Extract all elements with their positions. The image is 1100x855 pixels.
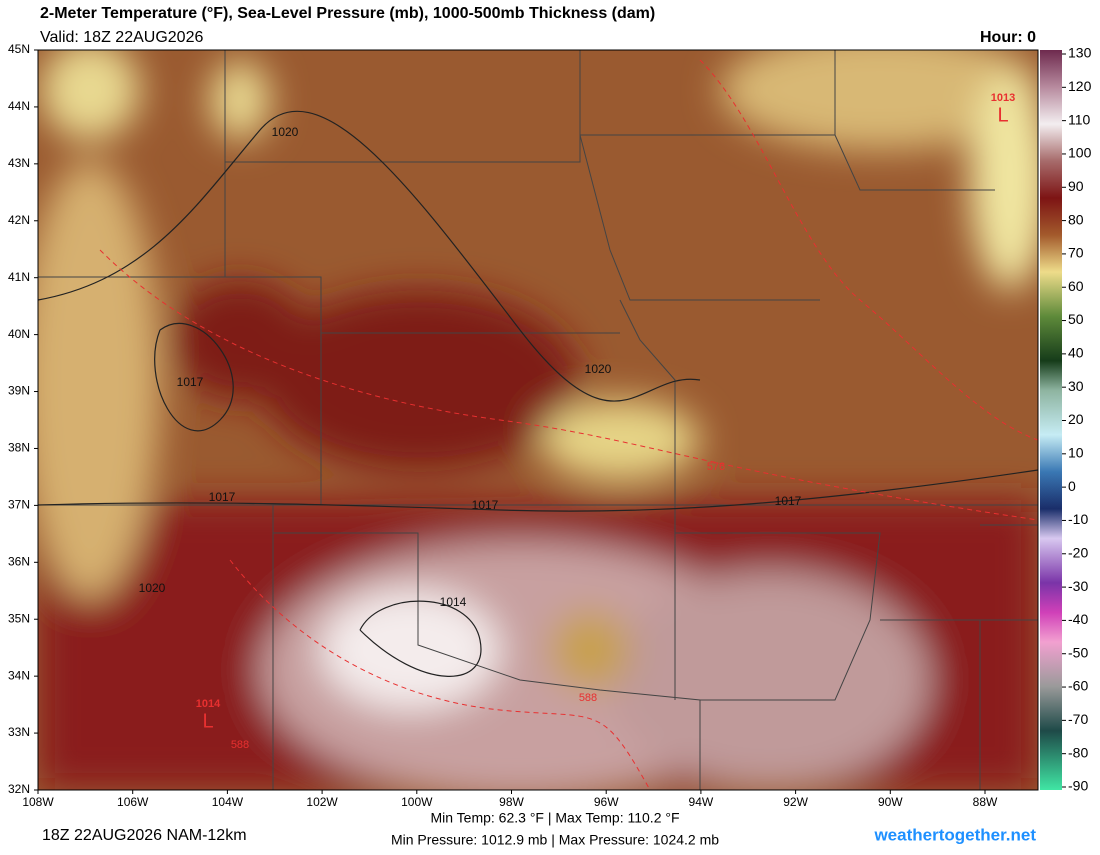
lat-label: 41N <box>8 270 30 284</box>
lon-label: 94W <box>689 795 714 809</box>
pressure-range: Min Pressure: 1012.9 mb | Max Pressure: … <box>391 832 719 848</box>
isobar-label: 1020 <box>272 125 299 139</box>
lat-label: 34N <box>8 668 30 682</box>
lon-label: 100W <box>401 795 433 809</box>
isobar-label: 1017 <box>177 375 204 389</box>
colorbar-label: 10 <box>1068 445 1084 461</box>
title: 2-Meter Temperature (°F), Sea-Level Pres… <box>40 5 655 22</box>
colorbar-label: 20 <box>1068 411 1084 427</box>
colorbar-label: -60 <box>1068 678 1088 694</box>
site-credit: weathertogether.net <box>873 825 1036 844</box>
colorbar-label: -10 <box>1068 511 1088 527</box>
lon-label: 92W <box>783 795 808 809</box>
low-value: 1014 <box>196 698 221 710</box>
isobar-label: 1017 <box>775 494 802 508</box>
colorbar-label: -40 <box>1068 611 1088 627</box>
lat-label: 43N <box>8 156 30 170</box>
colorbar-label: 110 <box>1068 111 1091 127</box>
isobar-label: 1017 <box>472 498 499 512</box>
lon-label: 104W <box>212 795 244 809</box>
colorbar-label: -20 <box>1068 544 1088 560</box>
forecast-hour: Hour: 0 <box>980 29 1036 46</box>
isobar-label: 1014 <box>440 595 467 609</box>
lat-label: 32N <box>8 782 30 796</box>
state-borders <box>38 50 1038 790</box>
lon-label: 88W <box>973 795 998 809</box>
colorbar-label: 100 <box>1068 145 1092 161</box>
lat-label: 45N <box>8 42 30 56</box>
valid-time: Valid: 18Z 22AUG2026 <box>40 29 203 46</box>
colorbar <box>1040 50 1062 790</box>
colorbar-label: 50 <box>1068 311 1084 327</box>
colorbar-label: 130 <box>1068 45 1092 61</box>
lon-label: 90W <box>878 795 903 809</box>
lat-label: 44N <box>8 99 30 113</box>
colorbar-label: 40 <box>1068 345 1084 361</box>
temp-range: Min Temp: 62.3 °F | Max Temp: 110.2 °F <box>430 810 679 826</box>
thickness-lines <box>99 59 1038 790</box>
lon-label: 106W <box>117 795 149 809</box>
low-marker: L <box>997 104 1008 126</box>
lat-label: 39N <box>8 384 30 398</box>
model-run: 18Z 22AUG2026 NAM-12km <box>42 827 247 844</box>
colorbar-label: -80 <box>1068 744 1088 760</box>
lon-label: 96W <box>594 795 619 809</box>
colorbar-label: -90 <box>1068 778 1088 794</box>
lon-label: 108W <box>22 795 54 809</box>
colorbar-label: -70 <box>1068 711 1088 727</box>
low-marker: L <box>202 710 213 732</box>
colorbar-label: 30 <box>1068 378 1084 394</box>
map-frame <box>37 49 1039 791</box>
thickness-label: 588 <box>579 692 597 704</box>
isobars <box>38 110 1038 677</box>
colorbar-label: -30 <box>1068 578 1088 594</box>
colorbar-label: 80 <box>1068 211 1084 227</box>
colorbar-label: 70 <box>1068 245 1084 261</box>
colorbar-label: 90 <box>1068 178 1084 194</box>
lon-label: 98W <box>499 795 524 809</box>
colorbar-label: 120 <box>1068 78 1092 94</box>
lat-label: 33N <box>8 725 30 739</box>
map-field <box>38 50 1038 790</box>
lat-label: 38N <box>8 441 30 455</box>
colorbar-label: 60 <box>1068 278 1084 294</box>
lon-label: 102W <box>306 795 338 809</box>
isobar-label: 1020 <box>139 581 166 595</box>
isobar-label: 1017 <box>209 490 236 504</box>
thickness-label: 576 <box>707 461 725 473</box>
isobar-label: 1020 <box>585 362 612 376</box>
lat-label: 40N <box>8 327 30 341</box>
lat-label: 36N <box>8 554 30 568</box>
colorbar-label: -50 <box>1068 644 1088 660</box>
lat-label: 37N <box>8 498 30 512</box>
colorbar-label: 0 <box>1068 478 1076 494</box>
lat-label: 35N <box>8 611 30 625</box>
thickness-label: 588 <box>231 739 249 751</box>
low-value: 1013 <box>991 92 1015 104</box>
lat-label: 42N <box>8 213 30 227</box>
